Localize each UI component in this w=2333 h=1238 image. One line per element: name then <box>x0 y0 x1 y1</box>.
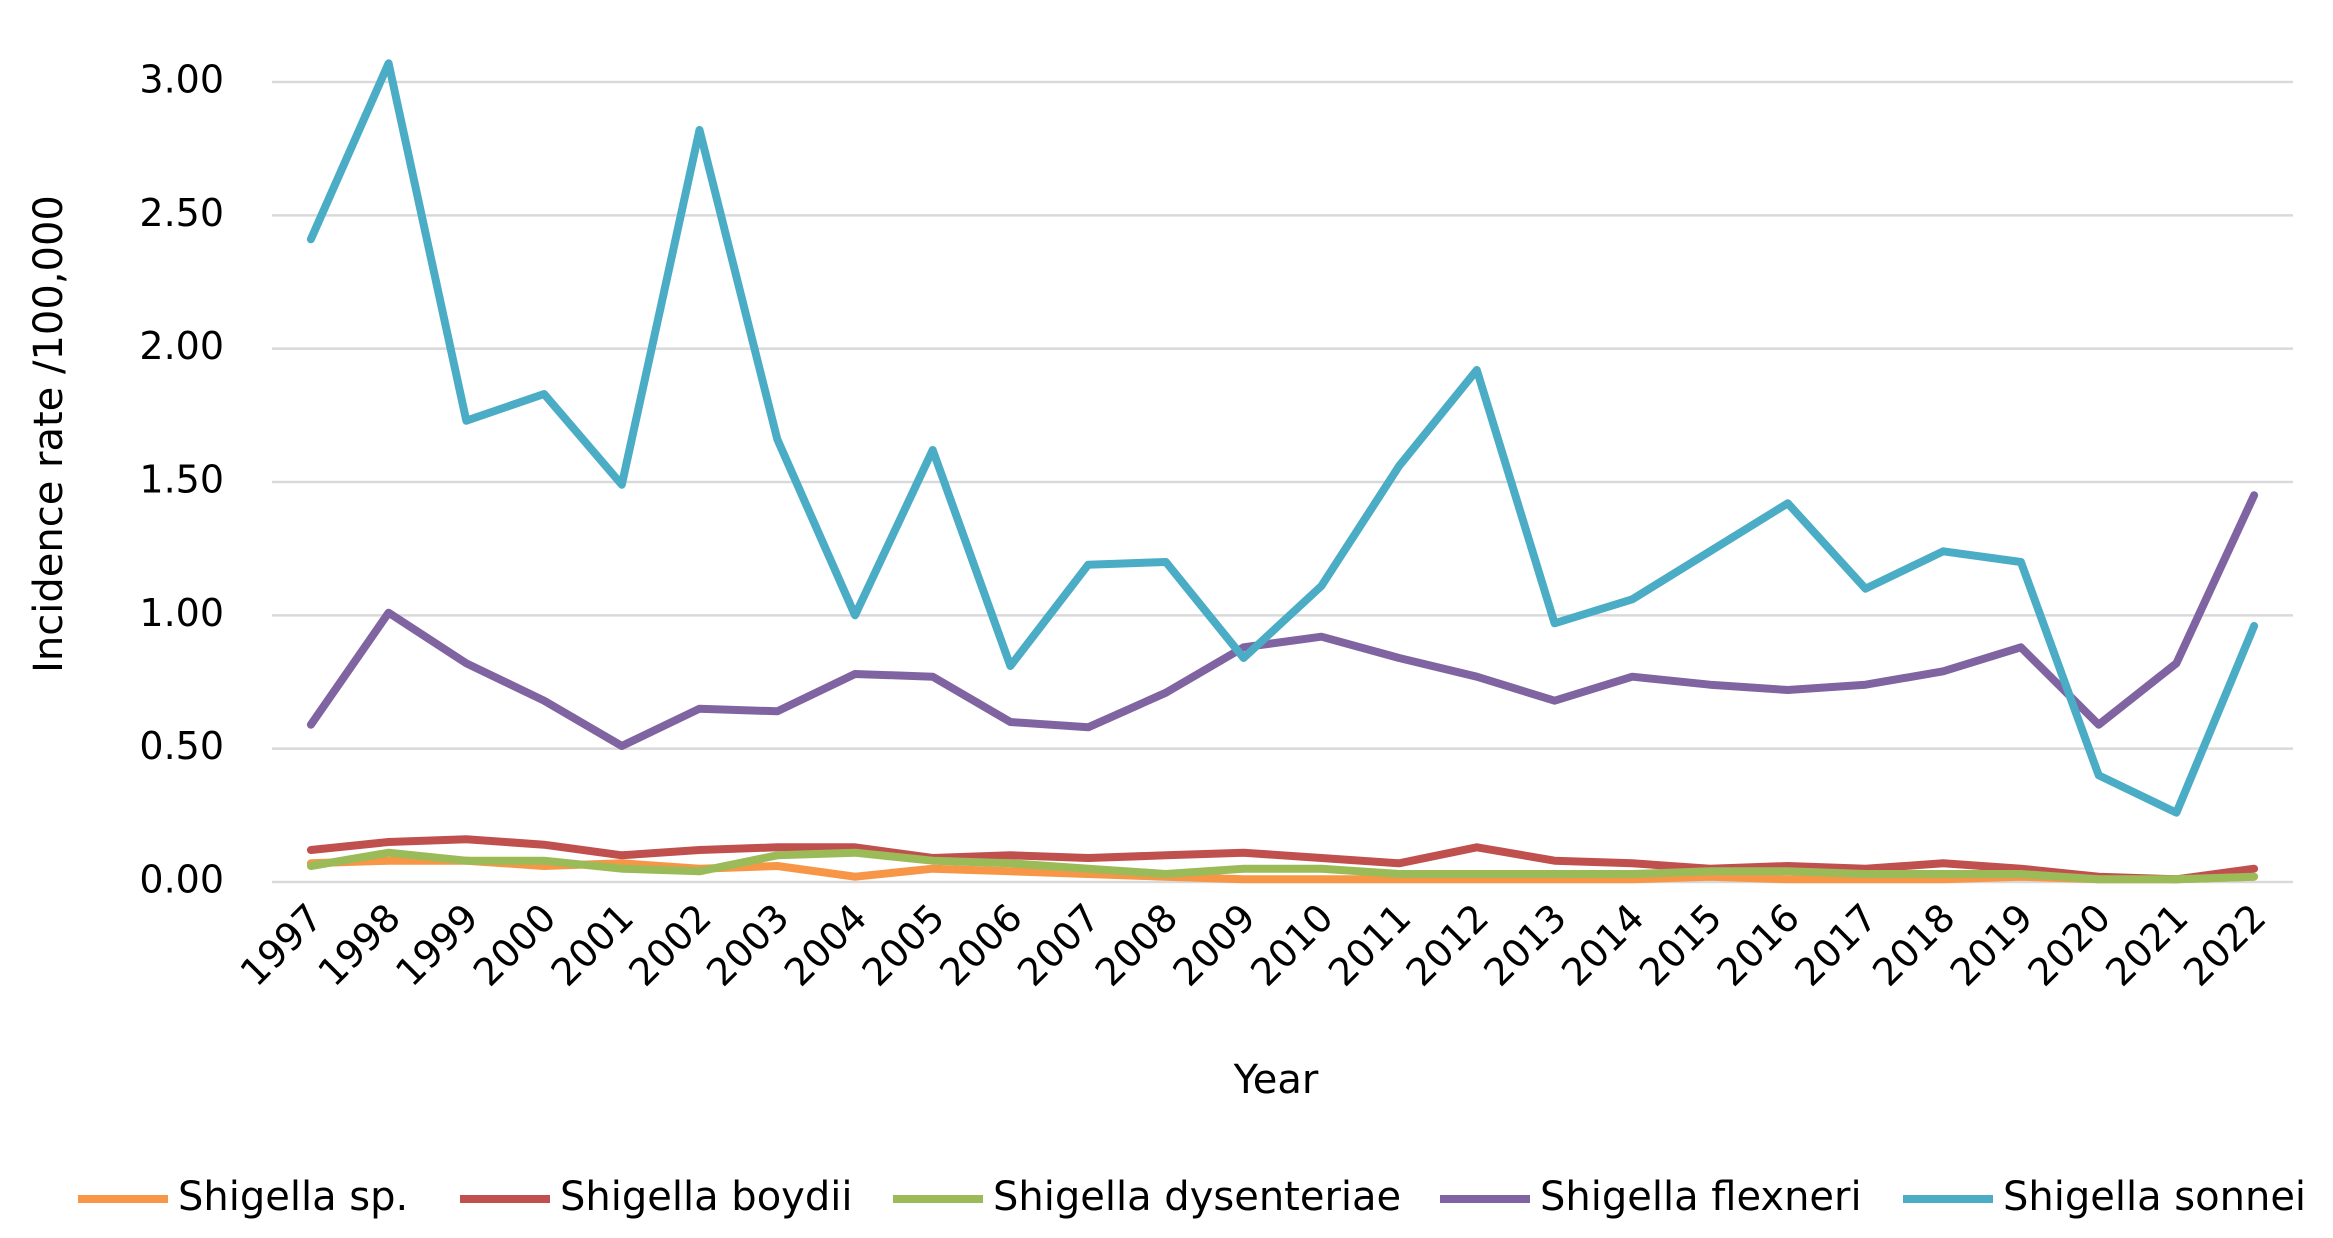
series-line-shigella-sp <box>306 856 2259 884</box>
x-tick-label: 2016 <box>1709 895 1809 995</box>
legend-label-shigella-sonnei: Shigella sonnei <box>2003 1174 2306 1220</box>
x-tick-label: 2015 <box>1631 895 1731 995</box>
x-tick-label: 2001 <box>543 895 643 995</box>
series-lines <box>306 59 2259 884</box>
legend-label-shigella-sp: Shigella sp. <box>178 1174 408 1220</box>
x-axis-title: Year <box>1233 1057 1319 1103</box>
y-tick-label: 2.00 <box>139 324 224 368</box>
legend-label-shigella-flexneri: Shigella flexneri <box>1540 1174 1862 1220</box>
y-tick-label: 0.50 <box>139 724 224 768</box>
x-tick-label: 2002 <box>620 895 720 995</box>
x-tick-label: 2005 <box>854 895 954 995</box>
x-tick-label: 2000 <box>465 895 565 995</box>
gridlines <box>272 80 2293 884</box>
legend-label-shigella-dysenteriae: Shigella dysenteriae <box>993 1174 1401 1220</box>
x-tick-label: 2003 <box>698 895 798 995</box>
x-tick-label: 2008 <box>1087 895 1187 995</box>
x-tick-label: 2017 <box>1786 895 1886 995</box>
x-tick-label: 2004 <box>776 895 876 995</box>
y-tick-label: 3.00 <box>139 58 224 102</box>
x-tick-label: 2013 <box>1475 895 1575 995</box>
series-line-shigella-dysenteriae <box>306 848 2259 884</box>
y-tick-label: 0.00 <box>139 858 224 902</box>
x-tick-label: 2020 <box>2020 895 2120 995</box>
y-tick-label: 1.00 <box>139 591 224 635</box>
x-tick-label: 2011 <box>1320 895 1420 995</box>
x-tick-label: 2021 <box>2097 895 2197 995</box>
y-axis-title: Incidence rate /100,000 <box>26 195 72 673</box>
legend-label-shigella-boydii: Shigella boydii <box>560 1174 852 1220</box>
x-tick-label: 1997 <box>232 895 332 995</box>
x-tick-label: 2010 <box>1242 895 1342 995</box>
x-tick-label: 2012 <box>1398 895 1498 995</box>
x-tick-label: 2009 <box>1164 895 1264 995</box>
series-line-shigella-sonnei <box>306 59 2259 817</box>
series-line-shigella-flexneri <box>306 491 2259 750</box>
x-tick-label: 2018 <box>1864 895 1964 995</box>
x-tick-label: 2014 <box>1553 895 1653 995</box>
y-tick-label: 2.50 <box>139 191 224 235</box>
x-tick-label: 1998 <box>309 895 409 995</box>
series-line-shigella-boydii <box>306 835 2259 884</box>
x-tick-label: 1999 <box>387 895 487 995</box>
legend: Shigella sp. Shigella boydii Shigella dyse… <box>78 1174 2306 1220</box>
x-tick-label: 2019 <box>1942 895 2042 995</box>
x-tick-label: 2022 <box>2175 895 2275 995</box>
y-axis-ticks: 0.00 0.50 1.00 1.50 2.00 2.50 3.00 <box>139 58 224 902</box>
x-tick-label: 2006 <box>931 895 1031 995</box>
x-tick-label: 2007 <box>1009 895 1109 995</box>
x-axis-ticks: 1997199819992000200120022003200420052006… <box>232 895 2275 995</box>
y-tick-label: 1.50 <box>139 458 224 502</box>
